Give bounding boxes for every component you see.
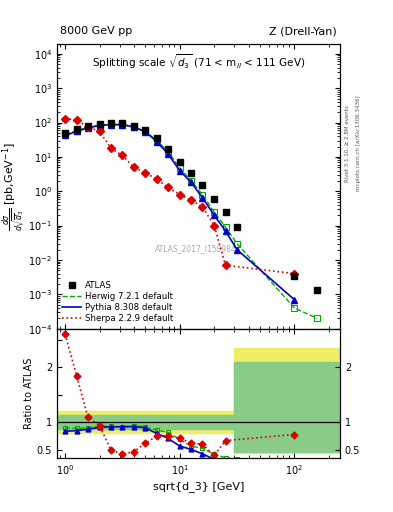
Herwig 7.2.1 default <box>292 305 297 311</box>
Text: ATLAS_2017_I1589844: ATLAS_2017_I1589844 <box>155 244 242 253</box>
Pythia 8.308 default <box>86 125 90 131</box>
Herwig 7.2.1 default <box>189 178 194 184</box>
Pythia 8.308 default <box>235 247 239 253</box>
Sherpa 2.2.9 default <box>200 204 205 210</box>
ATLAS <box>154 135 159 141</box>
Legend: ATLAS, Herwig 7.2.1 default, Pythia 8.308 default, Sherpa 2.2.9 default: ATLAS, Herwig 7.2.1 default, Pythia 8.30… <box>60 279 175 326</box>
Sherpa 2.2.9 default <box>132 164 136 170</box>
ATLAS <box>86 123 90 129</box>
Bar <box>234 348 340 453</box>
ATLAS <box>120 120 125 126</box>
Herwig 7.2.1 default <box>74 127 79 134</box>
Text: Splitting scale $\sqrt{d_3}$ (71 < m$_{ll}$ < 111 GeV): Splitting scale $\sqrt{d_3}$ (71 < m$_{l… <box>92 52 305 71</box>
ATLAS <box>132 123 136 129</box>
Text: mcplots.cern.ch [arXiv:1306.3436]: mcplots.cern.ch [arXiv:1306.3436] <box>356 96 361 191</box>
Herwig 7.2.1 default <box>108 121 113 127</box>
Sherpa 2.2.9 default <box>74 117 79 123</box>
Herwig 7.2.1 default <box>154 137 159 143</box>
ATLAS <box>63 130 68 136</box>
Pythia 8.308 default <box>177 167 182 174</box>
Sherpa 2.2.9 default <box>212 223 217 229</box>
Herwig 7.2.1 default <box>97 122 102 128</box>
Sherpa 2.2.9 default <box>86 124 90 130</box>
Line: Herwig 7.2.1 default: Herwig 7.2.1 default <box>65 124 317 318</box>
Text: Rivet 3.1.10, ≥ 2.8M events: Rivet 3.1.10, ≥ 2.8M events <box>345 105 350 182</box>
ATLAS <box>74 126 79 132</box>
Herwig 7.2.1 default <box>177 165 182 171</box>
Herwig 7.2.1 default <box>120 121 125 127</box>
Sherpa 2.2.9 default <box>166 184 171 190</box>
ATLAS <box>292 272 297 279</box>
Bar <box>57 411 234 434</box>
ATLAS <box>108 120 113 126</box>
Pythia 8.308 default <box>120 121 125 127</box>
ATLAS <box>200 182 205 188</box>
Sherpa 2.2.9 default <box>97 129 102 135</box>
Pythia 8.308 default <box>166 151 171 157</box>
Text: Z (Drell-Yan): Z (Drell-Yan) <box>269 27 337 36</box>
Sherpa 2.2.9 default <box>189 197 194 203</box>
ATLAS <box>97 121 102 127</box>
Bar <box>57 416 234 429</box>
Sherpa 2.2.9 default <box>63 116 68 122</box>
Pythia 8.308 default <box>292 296 297 303</box>
Sherpa 2.2.9 default <box>108 145 113 151</box>
Pythia 8.308 default <box>212 212 217 218</box>
Herwig 7.2.1 default <box>235 241 239 247</box>
Sherpa 2.2.9 default <box>143 169 148 176</box>
ATLAS <box>315 287 320 293</box>
Bar <box>234 362 340 452</box>
ATLAS <box>143 127 148 133</box>
Line: ATLAS: ATLAS <box>62 120 321 294</box>
Y-axis label: $\frac{d\sigma}{d\sqrt{\overline{d}_3}}$ [pb,GeV$^{-1}$]: $\frac{d\sigma}{d\sqrt{\overline{d}_3}}$… <box>0 142 27 230</box>
Herwig 7.2.1 default <box>315 315 320 322</box>
Line: Sherpa 2.2.9 default: Sherpa 2.2.9 default <box>65 119 294 273</box>
Herwig 7.2.1 default <box>86 124 90 131</box>
Herwig 7.2.1 default <box>200 191 205 198</box>
Sherpa 2.2.9 default <box>292 270 297 276</box>
ATLAS <box>212 196 217 202</box>
Herwig 7.2.1 default <box>63 132 68 138</box>
Pythia 8.308 default <box>200 195 205 201</box>
Y-axis label: Ratio to ATLAS: Ratio to ATLAS <box>24 358 34 429</box>
Sherpa 2.2.9 default <box>177 191 182 198</box>
Text: 8000 GeV pp: 8000 GeV pp <box>60 27 132 36</box>
Pythia 8.308 default <box>154 138 159 144</box>
ATLAS <box>166 146 171 152</box>
Sherpa 2.2.9 default <box>223 262 228 268</box>
Herwig 7.2.1 default <box>166 149 171 155</box>
Pythia 8.308 default <box>223 228 228 234</box>
Pythia 8.308 default <box>143 129 148 135</box>
Sherpa 2.2.9 default <box>154 177 159 183</box>
Line: Pythia 8.308 default: Pythia 8.308 default <box>65 124 294 300</box>
Pythia 8.308 default <box>108 121 113 127</box>
Herwig 7.2.1 default <box>212 209 217 215</box>
ATLAS <box>189 169 194 176</box>
Pythia 8.308 default <box>189 179 194 185</box>
Pythia 8.308 default <box>63 133 68 139</box>
ATLAS <box>223 209 228 215</box>
ATLAS <box>177 159 182 165</box>
Herwig 7.2.1 default <box>143 129 148 135</box>
Pythia 8.308 default <box>74 129 79 135</box>
X-axis label: sqrt{d_3} [GeV]: sqrt{d_3} [GeV] <box>153 481 244 492</box>
Sherpa 2.2.9 default <box>120 153 125 159</box>
Pythia 8.308 default <box>132 124 136 130</box>
Herwig 7.2.1 default <box>223 224 228 230</box>
Pythia 8.308 default <box>97 122 102 129</box>
Herwig 7.2.1 default <box>132 124 136 130</box>
ATLAS <box>235 224 239 230</box>
